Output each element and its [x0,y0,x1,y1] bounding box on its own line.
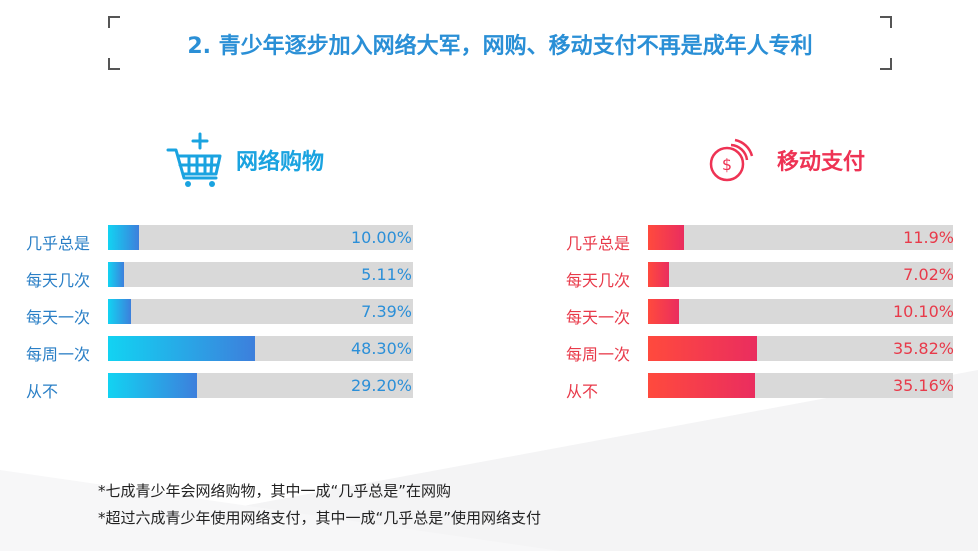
mobile-payment-title: 移动支付 [777,150,866,175]
shopping-category-label: 几乎总是 [26,234,91,253]
page-title: 2. 青少年逐步加入网络大军，网购、移动支付不再是成年人专利 [187,34,813,59]
payment-category-label: 从不 [566,382,599,401]
payment-value-label: 11.9% [903,228,954,247]
shopping-bar-row: 每天一次 7.39% [22,297,452,334]
shopping-category-label: 每天几次 [26,271,91,290]
frame-corner-top-left [108,16,120,28]
payment-value-label: 35.82% [892,339,954,358]
shopping-bar-track [108,262,413,287]
shopping-bar [108,262,124,287]
shopping-bar [108,225,139,250]
title-frame: 2. 青少年逐步加入网络大军，网购、移动支付不再是成年人专利 [108,16,892,70]
payment-bar [648,262,670,287]
shopping-cart-plus-icon [166,132,222,187]
shopping-value-label: 10.00% [350,228,412,247]
frame-corner-bottom-left [108,58,120,70]
dollar-coin-icon: $ [709,138,754,182]
footnote-payment: *超过六成青少年使用网络支付，其中一成“几乎总是”使用网络支付 [98,509,542,527]
shopping-bar-row: 每周一次 48.30% [22,334,452,371]
shopping-bar-row: 从不 29.20% [22,371,452,408]
payment-bar-row: 从不 35.16% [562,371,978,408]
payment-bar-row: 每天一次 10.10% [562,297,978,334]
payment-bar-track [648,373,953,398]
mobile-payment-chart: $ 移动支付 几乎总是 11.9% 每天几次 7.02% 每天一次 10.10% 每周一次 3… [562,130,978,420]
shopping-category-label: 从不 [26,382,59,401]
shopping-value-label: 29.20% [350,376,412,395]
shopping-bar [108,373,198,398]
payment-bar [648,373,756,398]
payment-bar-track [648,336,953,361]
payment-bar-track [648,225,953,250]
shopping-bar-track [108,373,413,398]
payment-bar [648,299,679,324]
footnotes: *七成青少年会网络购物，其中一成“几乎总是”在网购 *超过六成青少年使用网络支付… [98,478,541,532]
payment-bar-track [648,299,953,324]
shopping-bar-row: 每天几次 5.11% [22,260,452,297]
frame-corner-top-right [880,16,892,28]
mobile-payment-header: $ 移动支付 [705,130,865,190]
shopping-bar [108,336,256,361]
shopping-value-label: 48.30% [350,339,412,358]
payment-bar [648,225,685,250]
frame-corner-bottom-right [880,58,892,70]
shopping-bar-row: 几乎总是 10.00% [22,223,452,260]
payment-value-label: 35.16% [892,376,954,395]
payment-category-label: 每周一次 [566,345,631,364]
payment-bar [648,336,758,361]
svg-text:$: $ [722,155,732,174]
shopping-bar-track [108,299,413,324]
payment-value-label: 7.02% [903,265,954,284]
payment-category-label: 几乎总是 [566,234,631,253]
payment-category-label: 每天一次 [566,308,631,327]
shopping-bar-track [108,225,413,250]
payment-category-label: 每天几次 [566,271,631,290]
shopping-category-label: 每周一次 [26,345,91,364]
online-shopping-title: 网络购物 [236,150,325,175]
shopping-bar-track [108,336,413,361]
shopping-value-label: 7.39% [361,302,412,321]
payment-bar-row: 每天几次 7.02% [562,260,978,297]
footnote-shopping: *七成青少年会网络购物，其中一成“几乎总是”在网购 [98,482,452,500]
online-shopping-header: 网络购物 [164,130,324,190]
online-shopping-rows: 几乎总是 10.00% 每天几次 5.11% 每天一次 7.39% 每周一次 48.30% 从不… [22,223,452,408]
online-shopping-chart: 网络购物 几乎总是 10.00% 每天几次 5.11% 每天一次 7.39% 每周一次 48.… [22,130,452,420]
shopping-category-label: 每天一次 [26,308,91,327]
payment-value-label: 10.10% [892,302,954,321]
shopping-value-label: 5.11% [361,265,412,284]
shopping-bar [108,299,131,324]
payment-bar-track [648,262,953,287]
payment-bar-row: 每周一次 35.82% [562,334,978,371]
payment-bar-row: 几乎总是 11.9% [562,223,978,260]
mobile-payment-rows: 几乎总是 11.9% 每天几次 7.02% 每天一次 10.10% 每周一次 35.82% 从不… [562,223,978,408]
